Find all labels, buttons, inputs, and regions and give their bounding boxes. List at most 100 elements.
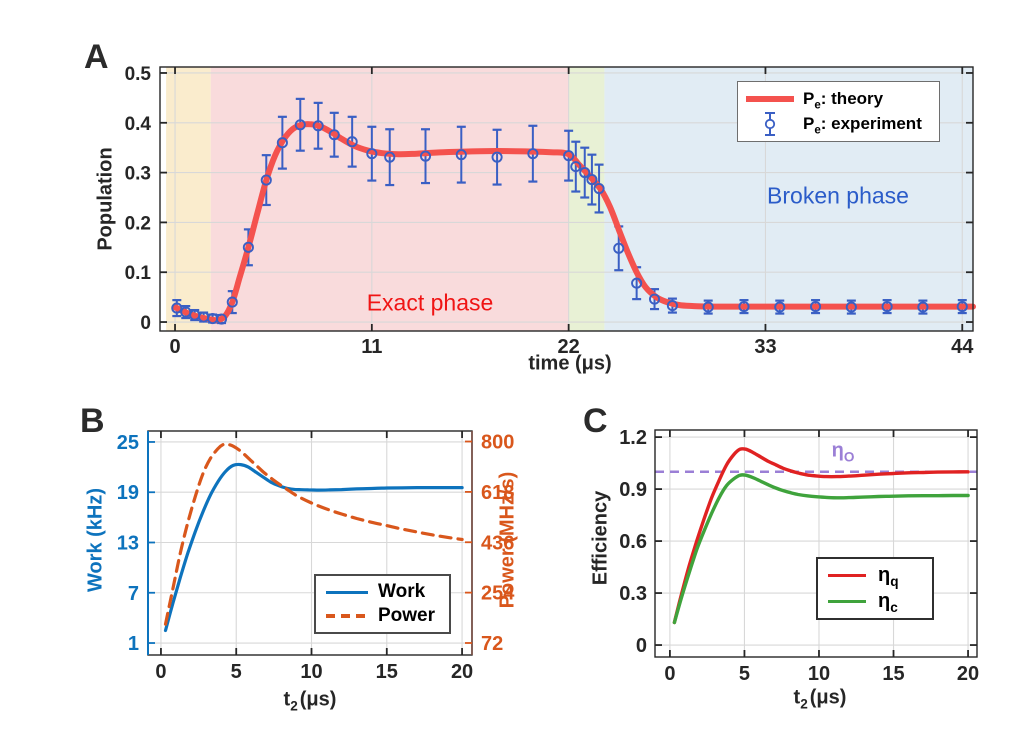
panel-b-left-tick-label: 1 bbox=[128, 633, 139, 655]
panel-b-xlabel: t2 (μs) bbox=[283, 688, 337, 714]
legend-item-theory-label: Pe: theory bbox=[803, 88, 884, 111]
experiment-marker bbox=[276, 137, 288, 149]
panel-c-y-tick-label: 0.6 bbox=[619, 531, 647, 553]
experiment-marker bbox=[956, 301, 968, 313]
panel-b-left-tick-label: 7 bbox=[128, 583, 139, 605]
legend-item-experiment-label: Pe: experiment bbox=[803, 114, 922, 137]
exact-phase-annotation: Exact phase bbox=[366, 289, 494, 316]
experiment-marker bbox=[312, 120, 324, 132]
experiment-marker bbox=[384, 151, 396, 163]
panel-c-x-tick-label: 5 bbox=[739, 663, 750, 685]
panel-a-y-tick-label: 0.2 bbox=[125, 213, 151, 234]
panel-a-xlabel: time (μs) bbox=[528, 352, 612, 375]
panel-b-x-tick-label: 15 bbox=[376, 661, 398, 683]
experiment-marker bbox=[419, 150, 432, 162]
eta-c-line-swatch bbox=[828, 599, 866, 603]
experiment-marker bbox=[810, 301, 822, 313]
experiment-marker bbox=[346, 136, 358, 148]
panel-c-letter: C bbox=[583, 402, 608, 440]
experiment-marker bbox=[702, 301, 714, 313]
panel-a-legend: Pe: theory Pe: experiment bbox=[737, 81, 940, 142]
legend-item-power-label: Power bbox=[378, 605, 436, 626]
work-line-swatch bbox=[326, 590, 368, 594]
panel-b-x-tick-label: 20 bbox=[451, 661, 473, 683]
experiment-marker bbox=[579, 167, 591, 179]
panel-a-letter: A bbox=[84, 38, 109, 76]
experiment-marker bbox=[613, 242, 625, 254]
panel-b-right-tick-label: 72 bbox=[481, 633, 503, 655]
legend-item-work: Work bbox=[326, 580, 439, 604]
legend-item-work-label: Work bbox=[378, 581, 426, 602]
panel-b-ylabel-right: Power (MHz/s) bbox=[496, 471, 519, 609]
experiment-marker bbox=[648, 293, 661, 305]
panel-a-x-tick-label: 22 bbox=[558, 336, 580, 358]
legend-item-eta-c-label: ηc bbox=[878, 589, 898, 615]
panel-a-x-tick-label: 11 bbox=[361, 336, 382, 358]
experiment-marker bbox=[563, 150, 575, 162]
experiment-marker bbox=[366, 148, 378, 160]
panel-c-y-tick-label: 1.2 bbox=[619, 427, 647, 449]
eta_q-curve bbox=[672, 447, 970, 625]
panel-c-legend: ηq ηc bbox=[816, 557, 934, 620]
panel-a-box bbox=[159, 66, 974, 332]
panel-c-x-tick-label: 15 bbox=[882, 663, 904, 685]
panel-c-xlabel: t2 (μs) bbox=[793, 686, 847, 712]
panel-b-legend: Work Power bbox=[314, 574, 451, 634]
experiment-marker bbox=[171, 302, 183, 314]
experiment-marker bbox=[881, 301, 893, 313]
eta-q-line-swatch bbox=[828, 574, 866, 578]
experiment-marker bbox=[455, 149, 467, 161]
panel-c-y-tick-label: 0 bbox=[636, 635, 647, 657]
panel-b-x-tick-label: 10 bbox=[300, 661, 322, 683]
experiment-marker bbox=[593, 182, 605, 195]
panel-b-right-tick-label: 618 bbox=[481, 482, 514, 504]
panel-b-ylabel-left: Work (kHz) bbox=[84, 487, 107, 593]
legend-item-eta-c: ηc bbox=[828, 589, 922, 615]
experiment-marker bbox=[242, 241, 254, 253]
panel-a-ylabel: Population bbox=[94, 147, 117, 251]
panel-c-y-tick-label: 0.9 bbox=[619, 479, 647, 501]
experiment-marker bbox=[738, 301, 750, 313]
experiment-marker bbox=[586, 174, 598, 186]
panel-b-left-tick-label: 19 bbox=[117, 482, 139, 504]
experiment-marker bbox=[226, 296, 238, 308]
eta_c-curve bbox=[672, 473, 970, 625]
panel-c-box bbox=[654, 429, 978, 658]
experiment-marker bbox=[666, 300, 678, 312]
errorbar-marker-icon bbox=[746, 111, 794, 137]
legend-item-eta-q: ηq bbox=[828, 563, 922, 589]
panel-c-x-tick-label: 0 bbox=[664, 663, 675, 685]
panel-a-x-tick-label: 0 bbox=[169, 336, 180, 358]
broken-phase-annotation: Broken phase bbox=[767, 182, 909, 209]
panel-b-left-tick-label: 13 bbox=[117, 532, 139, 554]
panel-b-right-tick-label: 436 bbox=[481, 532, 514, 554]
panel-a-x-tick-label: 33 bbox=[754, 336, 776, 358]
experiment-marker bbox=[491, 151, 503, 163]
panel-a-y-tick-label: 0.1 bbox=[125, 263, 152, 284]
panel-c-y-tick-label: 0.3 bbox=[619, 583, 647, 605]
panel-b-left-tick-label: 25 bbox=[117, 432, 139, 454]
theory-line-swatch bbox=[746, 95, 794, 102]
panel-b-x-tick-label: 5 bbox=[231, 661, 242, 683]
panel-c-x-tick-label: 20 bbox=[957, 663, 979, 685]
experiment-marker bbox=[260, 174, 272, 186]
legend-item-power: Power bbox=[326, 604, 439, 628]
experiment-marker bbox=[294, 119, 306, 131]
panel-a-y-tick-label: 0.3 bbox=[125, 164, 151, 185]
experiment-marker bbox=[527, 148, 539, 160]
panel-a-y-tick-label: 0.5 bbox=[125, 64, 152, 85]
phase-band-ramp-up bbox=[166, 67, 211, 331]
legend-item-eta-q-label: ηq bbox=[878, 564, 899, 590]
panel-a-y-tick-label: 0.4 bbox=[125, 114, 152, 135]
panel-a-y-tick-label: 0 bbox=[140, 313, 151, 334]
experiment-marker bbox=[631, 277, 643, 289]
experiment-marker bbox=[917, 301, 929, 313]
experiment-marker bbox=[570, 161, 582, 173]
eta-o-reference-label: ηO bbox=[831, 439, 855, 465]
panel-b-right-tick-label: 254 bbox=[481, 583, 515, 605]
panel-c-x-tick-label: 10 bbox=[808, 663, 830, 685]
panel-a-x-tick-label: 44 bbox=[951, 336, 974, 358]
panel-c-ylabel: Efficiency bbox=[589, 490, 612, 586]
legend-item-theory: Pe: theory bbox=[746, 86, 931, 111]
panel-b-right-tick-label: 800 bbox=[481, 432, 514, 454]
